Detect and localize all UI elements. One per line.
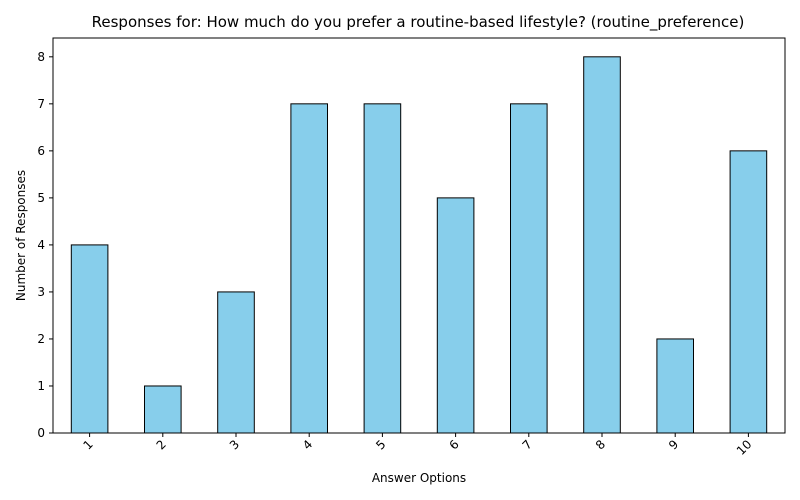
bar-9: [656, 338, 695, 434]
bar-6: [436, 197, 475, 434]
x-axis-ticks: 1 2 3 4 5 6 7 8 9 10: [80, 433, 755, 458]
y-tick-label: 3: [37, 285, 45, 299]
y-tick-label: 5: [37, 191, 45, 205]
y-tick-label: 1: [37, 379, 45, 393]
y-tick-label: 2: [37, 332, 45, 346]
x-tick-label: 7: [520, 437, 535, 452]
bar-5: [363, 103, 402, 434]
plot-frame: [52, 37, 786, 434]
x-tick-label: 8: [593, 437, 608, 452]
x-tick-label: 10: [734, 437, 755, 458]
x-tick-label: 9: [666, 437, 681, 452]
bar-4: [290, 103, 328, 434]
y-tick-label: 0: [37, 426, 45, 440]
bar-8: [583, 56, 621, 434]
chart-title: Responses for: How much do you prefer a …: [92, 13, 745, 32]
y-tick-label: 4: [37, 238, 45, 252]
x-tick-label: 5: [373, 437, 388, 452]
y-axis-label: Number of Responses: [14, 170, 28, 301]
x-axis-label: Answer Options: [372, 471, 466, 485]
bar-3: [217, 291, 255, 434]
x-tick-label: 3: [227, 437, 242, 452]
y-tick-label: 6: [37, 144, 45, 158]
x-tick-label: 4: [300, 437, 315, 452]
bar-7: [510, 103, 548, 434]
bar-1: [70, 244, 109, 434]
x-tick-label: 1: [80, 437, 95, 452]
x-tick-label: 2: [154, 437, 169, 452]
x-tick-label: 6: [446, 437, 461, 452]
y-tick-label: 8: [37, 50, 45, 64]
y-tick-label: 7: [37, 97, 45, 111]
bar-2: [144, 385, 182, 434]
bar-10: [729, 150, 768, 434]
y-axis-ticks: 0 1 2 3 4 5 6 7 8: [37, 50, 53, 440]
bars-group: [70, 56, 768, 434]
